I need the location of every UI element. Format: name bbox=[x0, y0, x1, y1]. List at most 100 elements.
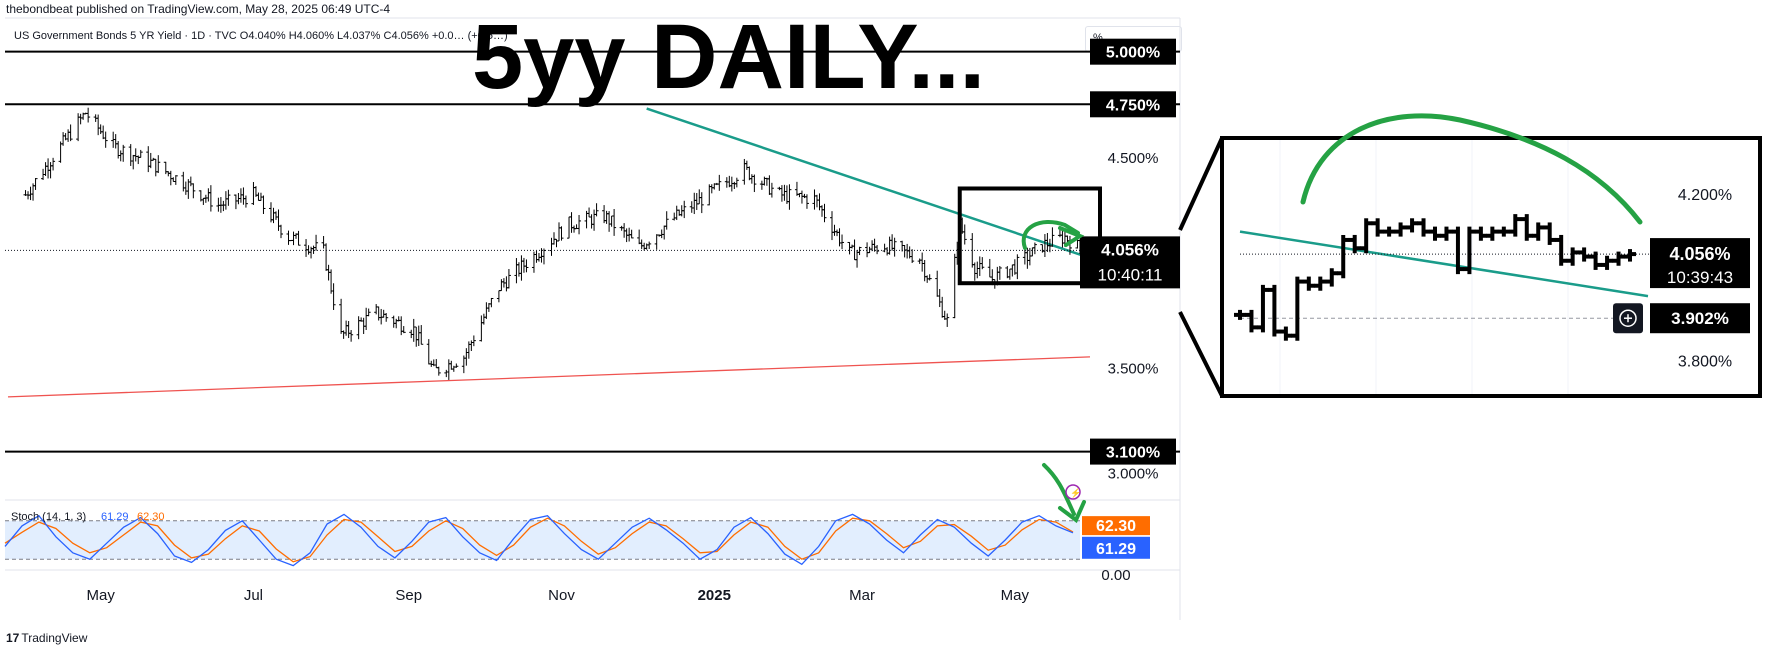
price-bar-2025-01-13 bbox=[742, 158, 747, 185]
price-bar-2024-05-14 bbox=[131, 154, 136, 170]
price-bar-2025-01-23 bbox=[767, 175, 772, 195]
inset-bar-28 bbox=[1555, 234, 1568, 266]
price-bar-2024-10-31 bbox=[557, 222, 562, 242]
price-bar-2024-06-21 bbox=[226, 189, 231, 206]
price-bar-2024-07-05 bbox=[261, 195, 266, 215]
price-bar-2024-07-10 bbox=[273, 211, 278, 220]
publisher-line: thebondbeat published on TradingView.com… bbox=[6, 2, 391, 16]
inset-bar-10 bbox=[1348, 234, 1361, 254]
price-bar-2024-11-13 bbox=[589, 214, 594, 229]
tradingview-brand[interactable]: 17 TradingView bbox=[6, 631, 87, 645]
price-bar-2024-07-30 bbox=[324, 243, 329, 271]
price-bar-2024-08-20 bbox=[376, 306, 381, 321]
level-tag-2: 3.100% bbox=[1106, 445, 1160, 462]
stoch-band bbox=[5, 520, 1080, 560]
price-bar-2025-01-03 bbox=[717, 174, 722, 191]
price-bar-2025-02-21 bbox=[840, 234, 845, 250]
tradingview-logo-icon: 17 bbox=[6, 631, 20, 645]
price-bar-2025-05-02 bbox=[1015, 254, 1020, 280]
price-bar-2024-07-15 bbox=[286, 230, 291, 245]
price-bar-2024-09-16 bbox=[444, 369, 449, 378]
price-bar-2024-04-05 bbox=[33, 178, 38, 190]
callout-line-bottom bbox=[1178, 311, 1224, 397]
last-price-tag-bg bbox=[1080, 236, 1180, 289]
trendline-0 bbox=[646, 107, 1091, 260]
alert-icon[interactable] bbox=[1065, 484, 1081, 500]
callout-line-top bbox=[1178, 137, 1224, 231]
price-bar-2024-12-16 bbox=[672, 212, 677, 221]
price-bar-2024-11-15 bbox=[594, 203, 599, 217]
price-bar-2024-09-24 bbox=[464, 348, 469, 366]
price-bar-2024-12-27 bbox=[699, 192, 704, 214]
stochastic-panel: Stoch (14, 1, 3) 61.29 62.30 62.30 61.29 0… bbox=[4, 511, 1150, 584]
price-bar-2024-09-30 bbox=[479, 315, 484, 342]
price-bar-2024-09-06 bbox=[419, 325, 424, 345]
price-bar-2024-06-06 bbox=[188, 176, 193, 187]
price-bar-2025-03-25 bbox=[920, 252, 925, 272]
inset-bar-7 bbox=[1314, 276, 1327, 291]
price-bar-2024-06-13 bbox=[206, 188, 211, 202]
price-bar-2025-02-13 bbox=[819, 205, 824, 217]
price-bar-2024-09-27 bbox=[471, 335, 476, 347]
price-bar-2024-05-09 bbox=[118, 150, 123, 162]
level-tag-bg-0 bbox=[1090, 38, 1176, 65]
price-bar-2024-10-28 bbox=[549, 237, 554, 256]
price-bar-2024-08-02 bbox=[331, 283, 336, 310]
inset-bar-21 bbox=[1474, 226, 1487, 241]
price-bar-2025-02-07 bbox=[804, 194, 809, 209]
price-bar-2024-07-12 bbox=[279, 224, 283, 239]
down-arrow bbox=[1042, 463, 1076, 516]
trendlines bbox=[7, 107, 1091, 398]
price-bar-2025-02-18 bbox=[832, 224, 837, 236]
price-bar-2024-07-22 bbox=[304, 239, 309, 257]
price-bar-2025-03-05 bbox=[870, 240, 875, 252]
price-bar-2024-12-11 bbox=[659, 229, 664, 239]
inset-bar-6 bbox=[1302, 276, 1315, 291]
price-bar-2025-01-29 bbox=[782, 184, 787, 201]
price-bar-2024-05-31 bbox=[173, 175, 178, 185]
price-axis-label-0: 4.500% bbox=[1108, 150, 1159, 167]
price-bar-2024-11-12 bbox=[587, 207, 592, 218]
time-axis: May Jul Sep Nov 2025 Mar May bbox=[86, 587, 1029, 604]
alert-glyph: ⚡ bbox=[1070, 487, 1081, 499]
price-bar-2024-09-03 bbox=[411, 318, 416, 342]
inset-bar-26 bbox=[1532, 222, 1545, 241]
price-bar-2024-04-09 bbox=[43, 162, 48, 176]
price-bar-2025-01-09 bbox=[732, 181, 737, 189]
price-bar-2025-04-25 bbox=[997, 265, 1002, 280]
price-bar-2024-11-20 bbox=[607, 211, 612, 232]
arc-annotation bbox=[1021, 219, 1080, 250]
price-bar-2024-06-17 bbox=[216, 197, 221, 212]
price-bar-2025-04-01 bbox=[937, 289, 942, 308]
price-bar-2024-12-25 bbox=[694, 193, 699, 210]
inset-bar-2 bbox=[1256, 284, 1269, 333]
price-bar-2024-10-02 bbox=[484, 302, 489, 319]
price-bar-2024-10-22 bbox=[534, 250, 539, 263]
down-arrowhead bbox=[1058, 500, 1086, 524]
price-bar-2024-04-23 bbox=[78, 113, 83, 125]
price-bar-2024-04-26 bbox=[86, 107, 91, 123]
price-bar-2025-03-07 bbox=[875, 245, 880, 255]
horizontal-levels: 5.000% 4.750% 3.100% bbox=[5, 38, 1180, 465]
price-bar-2025-05-20 bbox=[1060, 230, 1065, 248]
inset-price-bars bbox=[1234, 214, 1636, 341]
inset-bar-11 bbox=[1360, 218, 1373, 254]
overlay-title: 5yy DAILY... bbox=[472, 6, 985, 108]
price-bar-2024-11-04 bbox=[567, 216, 572, 239]
price-bar-2024-06-27 bbox=[241, 187, 246, 205]
price-bar-2024-08-15 bbox=[364, 307, 369, 331]
zoom-box bbox=[957, 186, 1102, 286]
price-bar-2024-08-08 bbox=[346, 321, 351, 339]
stoch-d-tag-bg bbox=[1082, 516, 1150, 536]
price-bar-2024-06-19 bbox=[221, 200, 226, 212]
price-bar-2025-02-17 bbox=[830, 211, 835, 241]
price-bar-2025-03-14 bbox=[892, 237, 897, 257]
price-bar-2025-03-03 bbox=[865, 242, 870, 258]
price-bar-2025-05-05 bbox=[1022, 248, 1027, 265]
time-axis-label-4: 2025 bbox=[698, 587, 731, 604]
price-bar-2024-11-05 bbox=[569, 212, 574, 233]
level-tag-bg-2 bbox=[1090, 438, 1176, 465]
inset-bar-14 bbox=[1394, 222, 1407, 237]
price-bar-2024-11-29 bbox=[629, 229, 634, 239]
inset-bar-15 bbox=[1406, 218, 1419, 233]
